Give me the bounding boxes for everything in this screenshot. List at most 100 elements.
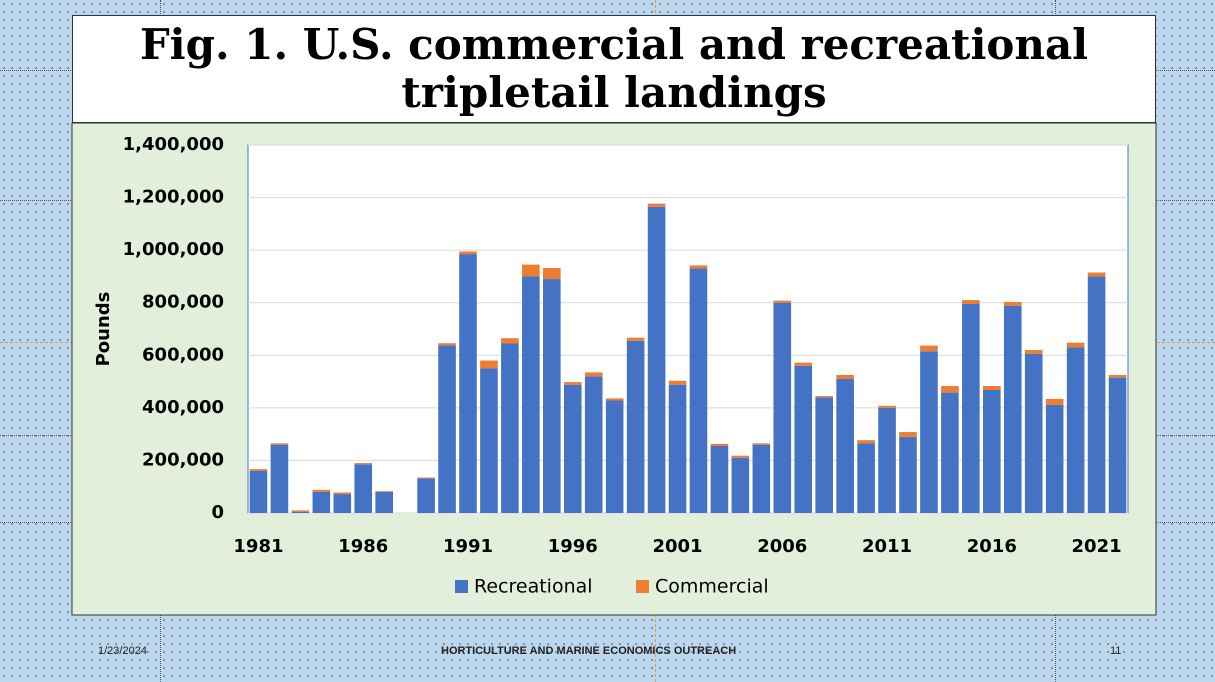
bar-segment bbox=[626, 340, 645, 513]
bar-segment bbox=[291, 510, 310, 512]
bar-segment bbox=[752, 444, 771, 513]
bar-segment bbox=[626, 337, 645, 341]
legend-label: Commercial bbox=[655, 576, 769, 598]
x-tick-label: 1996 bbox=[548, 536, 598, 557]
bar-segment bbox=[836, 375, 854, 379]
chart-title: Fig. 1. U.S. commercial and recreational… bbox=[139, 20, 1089, 117]
footer-center: HORTICULTURE AND MARINE ECONOMICS OUTREA… bbox=[441, 645, 737, 657]
bar-segment bbox=[291, 511, 310, 513]
x-tick-label: 1986 bbox=[338, 536, 388, 557]
bar-segment bbox=[1066, 347, 1085, 513]
bar-segment bbox=[962, 304, 980, 513]
bar-segment bbox=[647, 206, 666, 513]
bar-segment bbox=[815, 396, 833, 398]
bar-segment bbox=[794, 365, 813, 513]
x-tick-label: 2016 bbox=[967, 536, 1017, 557]
bar-segment bbox=[563, 382, 582, 385]
bar-segment bbox=[899, 436, 917, 513]
bar-segment bbox=[689, 265, 708, 269]
bar-segment bbox=[501, 338, 519, 344]
bar-segment bbox=[543, 279, 561, 513]
bar-segment bbox=[459, 254, 477, 514]
bar-segment bbox=[731, 457, 750, 513]
y-tick-label: 1,200,000 bbox=[123, 187, 224, 208]
x-tick-label: 1981 bbox=[233, 536, 283, 557]
bar-segment bbox=[773, 302, 792, 513]
y-tick-label: 600,000 bbox=[142, 344, 224, 365]
bar-segment bbox=[1045, 398, 1064, 405]
bar-segment bbox=[1066, 342, 1085, 348]
bar-segment bbox=[312, 491, 331, 513]
footer-page: 11 bbox=[1110, 645, 1122, 657]
bar-segment bbox=[878, 407, 896, 513]
bar-segment bbox=[312, 489, 331, 492]
bar-segment bbox=[270, 444, 289, 513]
bar-segment bbox=[773, 300, 792, 303]
bar-segment bbox=[584, 372, 603, 377]
title-box: Fig. 1. U.S. commercial and recreational… bbox=[72, 15, 1156, 123]
bar-segment bbox=[438, 345, 456, 513]
bar-segment bbox=[1003, 305, 1022, 513]
bar-segment bbox=[563, 384, 582, 513]
bar-segment bbox=[731, 455, 750, 458]
bar-segment bbox=[270, 443, 289, 445]
bar-segment bbox=[815, 397, 833, 513]
bar-segment bbox=[941, 392, 959, 513]
bar-segment bbox=[605, 400, 624, 513]
bar-segment bbox=[794, 362, 813, 366]
y-tick-label: 800,000 bbox=[142, 292, 224, 313]
bar-segment bbox=[899, 432, 917, 437]
bar-segment bbox=[501, 343, 519, 513]
bar-segment bbox=[920, 351, 938, 513]
bar-segment bbox=[668, 384, 687, 513]
bar-segment bbox=[522, 264, 540, 277]
footer-date: 1/23/2024 bbox=[98, 645, 147, 657]
x-tick-label: 2001 bbox=[652, 536, 702, 557]
bar-segment bbox=[1045, 404, 1064, 513]
bar-segment bbox=[1087, 276, 1106, 513]
bar-segment bbox=[689, 268, 708, 513]
bar-segment bbox=[354, 463, 373, 465]
bar-segment bbox=[375, 491, 393, 492]
bar-segment bbox=[962, 300, 980, 305]
bar-segment bbox=[543, 268, 561, 280]
bar-segment bbox=[249, 470, 268, 513]
bar-segment bbox=[983, 386, 1001, 390]
bar-segment bbox=[1024, 353, 1043, 513]
bar-segment bbox=[647, 203, 666, 207]
y-tick-label: 200,000 bbox=[142, 449, 224, 470]
y-tick-label: 1,000,000 bbox=[123, 239, 224, 260]
bar-segment bbox=[1108, 377, 1127, 513]
bar-segment bbox=[836, 378, 854, 513]
bar-segment bbox=[249, 469, 268, 471]
bar-segment bbox=[857, 443, 875, 513]
bar-segment bbox=[857, 440, 875, 444]
bar-segment bbox=[605, 398, 624, 401]
bar-segment bbox=[522, 276, 540, 513]
legend-swatch bbox=[455, 580, 468, 593]
bar-segment bbox=[584, 376, 603, 513]
bar-segment bbox=[710, 445, 729, 513]
x-tick-label: 2006 bbox=[757, 536, 807, 557]
x-tick-label: 1991 bbox=[443, 536, 493, 557]
bar-segment bbox=[752, 443, 771, 445]
bar-segment bbox=[920, 345, 938, 352]
bar-segment bbox=[375, 491, 393, 513]
bar-segment bbox=[459, 251, 477, 255]
bar-segment bbox=[1108, 375, 1127, 378]
bar-segment bbox=[480, 368, 498, 513]
x-tick-label: 2011 bbox=[862, 536, 912, 557]
bar-segment bbox=[710, 443, 729, 446]
y-axis-label: Pounds bbox=[93, 292, 114, 367]
bar-segment bbox=[333, 492, 352, 495]
bar-segment bbox=[333, 494, 352, 513]
bar-segment bbox=[480, 360, 498, 369]
bar-segment bbox=[668, 380, 687, 385]
bar-segment bbox=[1087, 272, 1106, 277]
legend-label: Recreational bbox=[474, 576, 593, 598]
bar-segment bbox=[1003, 301, 1022, 306]
y-tick-label: 1,400,000 bbox=[123, 134, 224, 155]
bar-segment bbox=[878, 405, 896, 408]
